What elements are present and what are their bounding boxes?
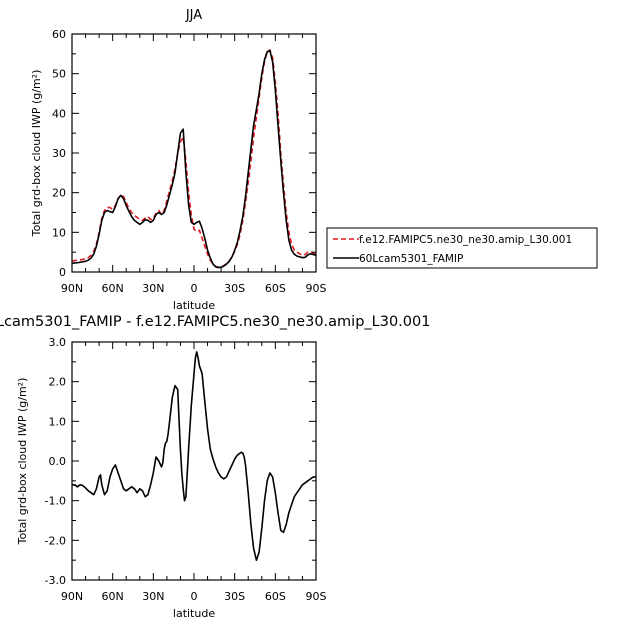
x-tick-label: 90S bbox=[306, 282, 327, 295]
x-tick-label: 30N bbox=[142, 282, 164, 295]
series-line-2 bbox=[72, 49, 316, 269]
y-tick-label: 3.0 bbox=[49, 336, 67, 349]
y-tick-label: 50 bbox=[52, 68, 66, 81]
x-tick-label: 60S bbox=[265, 282, 286, 295]
y-axis-label: Total grd-box cloud IWP (g/m²) bbox=[30, 70, 43, 238]
legend: f.e12.FAMIPC5.ne30_ne30.amip_L30.001 60Lc… bbox=[326, 227, 598, 269]
x-tick-label: 90S bbox=[306, 590, 327, 603]
x-axis-label: latitude bbox=[173, 607, 215, 620]
x-tick-label: 30N bbox=[142, 590, 164, 603]
chart-title: JJA bbox=[185, 8, 202, 23]
legend-entry-1: f.e12.FAMIPC5.ne30_ne30.amip_L30.001 bbox=[359, 234, 572, 246]
legend-entry-2: 60Lcam5301_FAMIP bbox=[359, 253, 463, 265]
y-tick-label: 0.0 bbox=[49, 455, 67, 468]
series-line-1 bbox=[72, 49, 316, 268]
y-tick-label: 1.0 bbox=[49, 415, 67, 428]
x-tick-label: 90N bbox=[61, 282, 83, 295]
chart-panel-2: 60Lcam5301_FAMIP - f.e12.FAMIPC5.ne30_ne… bbox=[0, 314, 430, 620]
y-tick-label: -1.0 bbox=[45, 495, 66, 508]
y-axis-label: Total grd-box cloud IWP (g/m²) bbox=[16, 378, 29, 546]
series-group bbox=[72, 49, 316, 269]
x-tick-label: 30S bbox=[224, 590, 245, 603]
x-tick-label: 60S bbox=[265, 590, 286, 603]
x-tick-label: 90N bbox=[61, 590, 83, 603]
x-tick-label: 60N bbox=[102, 282, 124, 295]
y-tick-label: -2.0 bbox=[45, 534, 66, 547]
legend-box bbox=[326, 227, 598, 269]
x-axis-label: latitude bbox=[173, 299, 215, 312]
y-tick-label: 40 bbox=[52, 107, 66, 120]
y-tick-label: 20 bbox=[52, 187, 66, 200]
chart-panel-1: JJA 90N 60N 30N 0 30S 60S 90S 0 10 20 30 40 50 60 latit… bbox=[30, 8, 598, 312]
x-tick-label: 0 bbox=[191, 590, 198, 603]
y-tick-label: 60 bbox=[52, 28, 66, 41]
y-tick-label: 30 bbox=[52, 147, 66, 160]
y-tick-label: -3.0 bbox=[45, 574, 66, 587]
x-tick-label: 0 bbox=[191, 282, 198, 295]
y-tick-label: 0 bbox=[59, 266, 66, 279]
y-tick-label: 10 bbox=[52, 226, 66, 239]
series-line-1 bbox=[72, 351, 316, 561]
chart-title: 60Lcam5301_FAMIP - f.e12.FAMIPC5.ne30_ne… bbox=[0, 314, 430, 330]
y-tick-label: 2.0 bbox=[49, 376, 67, 389]
series-group bbox=[72, 351, 316, 561]
x-tick-label: 60N bbox=[102, 590, 124, 603]
x-tick-label: 30S bbox=[224, 282, 245, 295]
